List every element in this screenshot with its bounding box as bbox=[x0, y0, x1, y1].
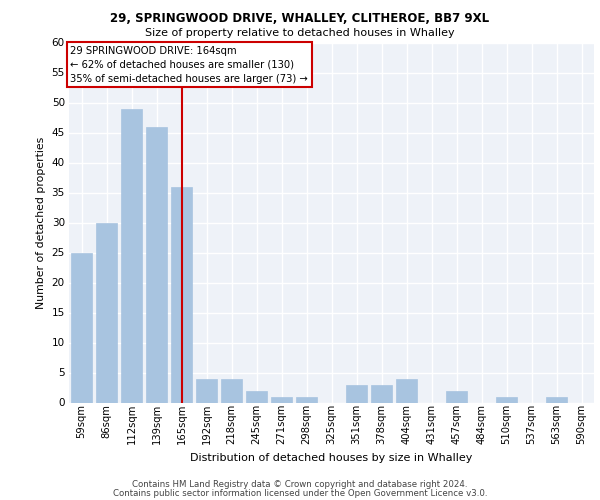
Bar bbox=[496, 396, 517, 402]
X-axis label: Distribution of detached houses by size in Whalley: Distribution of detached houses by size … bbox=[190, 452, 473, 462]
Bar bbox=[371, 384, 392, 402]
Bar bbox=[171, 186, 192, 402]
Text: Size of property relative to detached houses in Whalley: Size of property relative to detached ho… bbox=[145, 28, 455, 38]
Bar bbox=[446, 390, 467, 402]
Bar bbox=[296, 396, 317, 402]
Bar bbox=[396, 378, 417, 402]
Bar bbox=[546, 396, 567, 402]
Text: 29, SPRINGWOOD DRIVE, WHALLEY, CLITHEROE, BB7 9XL: 29, SPRINGWOOD DRIVE, WHALLEY, CLITHEROE… bbox=[110, 12, 490, 26]
Text: 29 SPRINGWOOD DRIVE: 164sqm
← 62% of detached houses are smaller (130)
35% of se: 29 SPRINGWOOD DRIVE: 164sqm ← 62% of det… bbox=[70, 46, 308, 84]
Text: Contains HM Land Registry data © Crown copyright and database right 2024.: Contains HM Land Registry data © Crown c… bbox=[132, 480, 468, 489]
Bar bbox=[196, 378, 217, 402]
Bar bbox=[346, 384, 367, 402]
Bar bbox=[121, 108, 142, 403]
Bar bbox=[246, 390, 267, 402]
Text: Contains public sector information licensed under the Open Government Licence v3: Contains public sector information licen… bbox=[113, 489, 487, 498]
Bar bbox=[71, 252, 92, 402]
Bar bbox=[146, 126, 167, 402]
Bar bbox=[96, 222, 117, 402]
Bar bbox=[221, 378, 242, 402]
Y-axis label: Number of detached properties: Number of detached properties bbox=[36, 136, 46, 308]
Bar bbox=[271, 396, 292, 402]
